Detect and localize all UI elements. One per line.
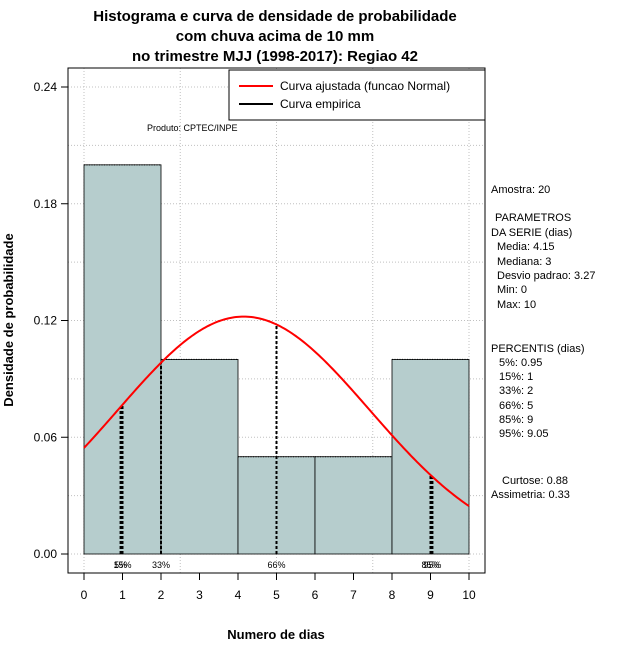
credit-text: Produto: CPTEC/INPE (147, 123, 238, 133)
x-tick-label-6: 6 (312, 588, 319, 602)
stats-params-title-1: PARAMETROS (495, 212, 571, 224)
chart-title-line-1: Histograma e curva de densidade de proba… (93, 8, 456, 25)
percentile-label-2: 15% (113, 560, 131, 570)
histogram-bar-1 (83, 164, 162, 555)
percentile-label-6: 95% (423, 560, 441, 570)
y-tick-label-2: 0.12 (34, 314, 58, 328)
stats-p95: 95%: 9.05 (499, 428, 549, 440)
y-axis: 0.00 0.06 0.12 0.18 0.24 (34, 80, 69, 561)
stats-p33: 33%: 2 (499, 385, 533, 397)
percentile-label-3: 33% (152, 560, 170, 570)
stats-percentis-title: PERCENTIS (dias) (491, 343, 585, 355)
stats-mean: Media: 4.15 (497, 241, 554, 253)
legend: Curva ajustada (funcao Normal) Curva emp… (228, 69, 486, 121)
stats-sample: Amostra: 20 (491, 184, 550, 196)
x-tick-label-1: 1 (119, 588, 126, 602)
percentile-label-1: 5% (114, 560, 127, 570)
x-tick-label-2: 2 (158, 588, 165, 602)
stats-min: Min: 0 (497, 284, 527, 296)
x-axis: 0 1 2 3 4 5 6 7 8 9 10 (81, 572, 476, 602)
y-tick-label-3: 0.18 (34, 197, 58, 211)
x-tick-label-4: 4 (235, 588, 242, 602)
x-tick-label-9: 9 (427, 588, 434, 602)
chart-title-line-3: no trimestre MJJ (1998-2017): Regiao 42 (132, 48, 418, 65)
y-tick-label-4: 0.24 (34, 80, 58, 94)
stats-p85: 85%: 9 (499, 414, 533, 426)
histogram-bar-4 (314, 456, 393, 555)
y-tick-label-0: 0.00 (34, 547, 58, 561)
x-tick-label-8: 8 (389, 588, 396, 602)
stats-p15: 15%: 1 (499, 371, 533, 383)
histogram-bar-2 (160, 359, 239, 555)
stats-skewness: Assimetria: 0.33 (491, 489, 570, 501)
stats-max: Max: 10 (497, 299, 536, 311)
x-axis-title: Numero de dias (227, 627, 325, 642)
x-tick-label-5: 5 (273, 588, 280, 602)
fit-curve-group (83, 315, 470, 507)
stats-kurtosis: Curtose: 0.88 (502, 475, 568, 487)
legend-label-empirical: Curva empirica (280, 97, 361, 111)
stats-params-title-2: DA SERIE (dias) (491, 227, 572, 239)
stats-p05: 5%: 0.95 (499, 357, 542, 369)
x-tick-label-7: 7 (350, 588, 357, 602)
normal-fit-curve (83, 315, 470, 507)
percentile-label-4: 66% (267, 560, 285, 570)
y-axis-title: Densidade de probabilidade (1, 233, 16, 406)
stats-panel: Amostra: 20 PARAMETROS DA SERIE (dias) M… (491, 184, 595, 501)
histogram-bar-5 (391, 359, 470, 555)
legend-label-fit: Curva ajustada (funcao Normal) (280, 79, 450, 93)
stats-sd: Desvio padrao: 3.27 (497, 270, 595, 282)
percentile-markers: 5%15% 33% 66% 85%95% (113, 324, 441, 570)
x-tick-label-10: 10 (462, 588, 476, 602)
x-tick-label-3: 3 (196, 588, 203, 602)
legend-box (228, 69, 486, 121)
chart-title-line-2: com chuva acima de 10 mm (176, 28, 374, 45)
y-tick-label-1: 0.06 (34, 430, 58, 444)
x-tick-label-0: 0 (81, 588, 88, 602)
stats-p66: 66%: 5 (499, 400, 533, 412)
percentile-label-5: 85% (421, 560, 439, 570)
stats-median: Mediana: 3 (497, 256, 551, 268)
